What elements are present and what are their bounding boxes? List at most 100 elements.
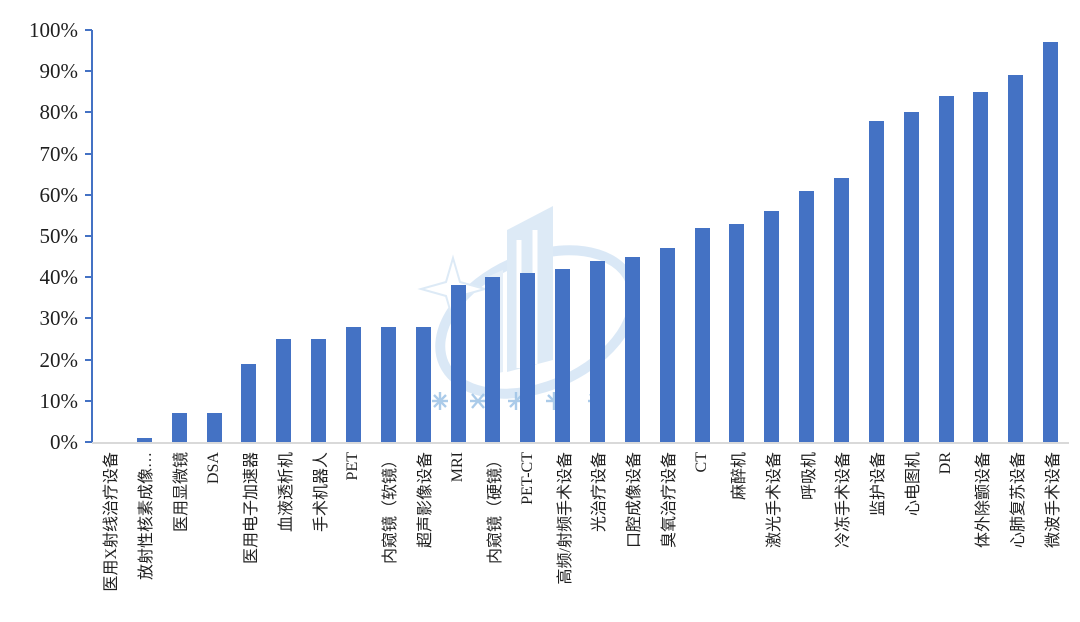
bar-微波手术设备: [1043, 42, 1059, 442]
bar-cell: [231, 30, 266, 442]
x-tick-label: 放射性核素成像…: [138, 452, 156, 581]
x-label-cell: 心肺复苏设备: [998, 450, 1033, 620]
x-tick-label: 内窥镜（软镜）: [382, 452, 400, 565]
y-tick-label: 20%: [39, 347, 79, 372]
x-label-cell: 医用显微镜: [162, 450, 197, 620]
bar-光治疗设备: [589, 261, 605, 442]
x-label-cell: 激光手术设备: [754, 450, 789, 620]
y-tick-label: 40%: [39, 265, 79, 290]
x-tick-label: PET: [344, 452, 362, 481]
x-label-cell: 心电图机: [894, 450, 929, 620]
x-tick-label: 光治疗设备: [591, 452, 609, 533]
x-label-cell: 高频/射频手术设备: [545, 450, 580, 620]
y-tick-mark: [85, 399, 92, 402]
y-tick-label: 90%: [39, 59, 79, 84]
bar-cell: [719, 30, 754, 442]
x-label-cell: 麻醉机: [719, 450, 754, 620]
x-label-cell: 超声影像设备: [406, 450, 441, 620]
x-label-cell: 冷冻手术设备: [824, 450, 859, 620]
bars-row: [92, 30, 1068, 442]
y-tick-mark: [85, 152, 92, 155]
x-tick-label: 高频/射频手术设备: [556, 452, 574, 585]
bar-cell: [92, 30, 127, 442]
bar-cell: [894, 30, 929, 442]
x-tick-label: DR: [937, 452, 955, 475]
bar-手术机器人: [311, 339, 327, 442]
x-tick-label: 手术机器人: [312, 452, 330, 533]
x-tick-label: 冷冻手术设备: [835, 452, 853, 549]
x-tick-label: 心电图机: [905, 452, 923, 517]
x-tick-label: 口腔成像设备: [626, 452, 644, 549]
bar-cell: [859, 30, 894, 442]
y-tick-mark: [85, 111, 92, 114]
x-tick-label: 臭氧治疗设备: [661, 452, 679, 549]
bar-CT: [694, 228, 710, 442]
bar-内窥镜（软镜）: [380, 327, 396, 442]
bar-放射性核素成像…: [136, 438, 152, 442]
x-label-cell: 放射性核素成像…: [127, 450, 162, 620]
plot-area: [92, 30, 1068, 442]
y-tick-label: 50%: [39, 224, 79, 248]
x-label-cell: 医用电子加速器: [231, 450, 266, 620]
bar-cell: [650, 30, 685, 442]
bar-心肺复苏设备: [1008, 75, 1024, 442]
bar-cell: [789, 30, 824, 442]
bar-监护设备: [868, 121, 884, 442]
x-tick-label: CT: [693, 452, 711, 473]
x-tick-label: 心肺复苏设备: [1009, 452, 1027, 549]
x-label-cell: MRI: [441, 450, 476, 620]
x-tick-label: 医用显微镜: [173, 452, 191, 533]
x-label-cell: 呼吸机: [789, 450, 824, 620]
x-label-cell: 内窥镜（硬镜）: [475, 450, 510, 620]
x-tick-label: 超声影像设备: [417, 452, 435, 549]
bar-PET: [345, 327, 361, 442]
bar-cell: [1033, 30, 1068, 442]
bar-血液透析机: [276, 339, 292, 442]
y-tick-mark: [85, 29, 92, 31]
x-label-cell: CT: [685, 450, 720, 620]
bar-医用电子加速器: [241, 364, 257, 442]
bar-cell: [510, 30, 545, 442]
bar-高频/射频手术设备: [555, 269, 571, 442]
bar-cell: [824, 30, 859, 442]
x-label-cell: PET: [336, 450, 371, 620]
x-axis-labels: 医用X射线治疗设备 放射性核素成像… 医用显微镜 DSA 医用电子加速器 血液透析机 手术机…: [92, 450, 1068, 620]
bar-激光手术设备: [764, 211, 780, 442]
bar-cell: [580, 30, 615, 442]
bar-PET-CT: [520, 273, 536, 442]
x-label-cell: 血液透析机: [266, 450, 301, 620]
y-tick-mark: [85, 70, 92, 73]
bar-心电图机: [903, 112, 919, 442]
x-label-cell: PET-CT: [510, 450, 545, 620]
x-label-cell: 口腔成像设备: [615, 450, 650, 620]
x-label-cell: DSA: [197, 450, 232, 620]
bar-cell: [371, 30, 406, 442]
bar-臭氧治疗设备: [659, 248, 675, 442]
x-tick-label: 监护设备: [870, 452, 888, 517]
x-label-cell: 体外除颤设备: [963, 450, 998, 620]
x-label-cell: 微波手术设备: [1033, 450, 1068, 620]
x-tick-label: 血液透析机: [277, 452, 295, 533]
bar-cell: [301, 30, 336, 442]
x-tick-label: 体外除颤设备: [974, 452, 992, 549]
x-tick-label: 激光手术设备: [765, 452, 783, 549]
y-tick-mark: [85, 358, 92, 361]
bar-DSA: [206, 413, 222, 442]
bar-cell: [266, 30, 301, 442]
x-label-cell: 光治疗设备: [580, 450, 615, 620]
bar-MRI: [450, 285, 466, 442]
x-label-cell: 内窥镜（软镜）: [371, 450, 406, 620]
x-tick-label: DSA: [205, 452, 222, 485]
x-tick-label: 医用X射线治疗设备: [103, 452, 121, 592]
bar-cell: [963, 30, 998, 442]
y-tick-label: 70%: [39, 141, 79, 166]
x-tick-label: 微波手术设备: [1044, 452, 1062, 549]
bar-cell: [162, 30, 197, 442]
bar-cell: [754, 30, 789, 442]
y-axis-line: [91, 30, 93, 442]
y-tick-label: 0%: [50, 430, 78, 454]
x-label-cell: 臭氧治疗设备: [650, 450, 685, 620]
x-tick-label: 内窥镜（硬镜）: [486, 452, 504, 565]
bar-超声影像设备: [415, 327, 431, 442]
x-tick-label: 呼吸机: [800, 452, 818, 501]
